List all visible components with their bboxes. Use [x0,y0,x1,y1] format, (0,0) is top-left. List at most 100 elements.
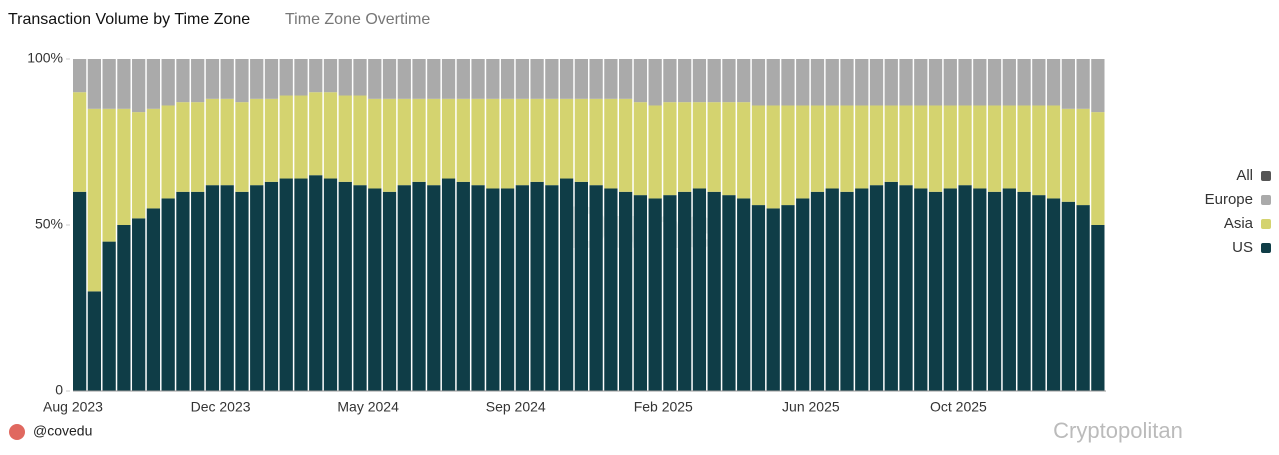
bar-segment [1061,201,1075,391]
bar-segment [545,59,559,99]
bar-segment [1002,188,1016,391]
bar-segment [633,195,648,391]
bar-segment [678,102,692,192]
bar-segment [619,59,633,99]
bar-segment [810,59,825,106]
bar-segment [471,185,485,391]
bar-segment [840,59,854,106]
bar-segment [766,105,780,209]
bar-segment [353,95,367,186]
legend-label: US [1232,239,1253,256]
bar-segment [205,185,220,391]
bar-segment [250,59,264,99]
y-tick-label: 100% [27,50,63,66]
bar-segment [456,181,470,391]
bar-segment [855,59,869,106]
bar-segment [796,105,810,199]
bar-segment [589,59,603,99]
bar-segment [722,102,736,196]
bar-segment [471,98,485,186]
x-tick-label: Aug 2023 [43,399,103,415]
bar-segment [589,98,603,186]
bar-segment [205,59,220,99]
bar-segment [309,92,323,176]
bar-segment [117,59,131,109]
bar-segment [397,98,411,186]
bar-segment [840,191,854,391]
bar-segment [176,59,190,103]
bar-segment [294,178,308,391]
bar-segment [1017,105,1031,192]
bar-segment [1091,112,1105,225]
bar-segment [589,185,603,391]
bar-segment [943,188,957,391]
bar-segment [825,105,839,189]
bar-segment [338,95,352,182]
bar-segment [810,191,825,391]
bar-segment [161,198,175,391]
x-tick-label: Sep 2024 [486,399,546,415]
bar-segment [323,178,338,391]
bar-segment [486,188,500,391]
bar-segment [1076,108,1090,206]
bar-segment [958,105,972,186]
bar-segment [117,108,131,225]
bar-segment [781,59,795,106]
bar-segment [781,205,795,391]
chart-title: Transaction Volume by Time Zone [8,11,250,28]
bar-segment [796,59,810,106]
bar-segment [146,59,161,109]
bar-segment [397,185,411,391]
bar-segment [176,191,190,391]
bar-segment [633,59,648,103]
bar-segment [884,181,898,391]
bar-segment [235,102,249,192]
bar-segment [987,59,1002,106]
bar-segment [766,59,780,106]
bar-segment [205,98,220,186]
bar-segment [619,191,633,391]
bar-segment [161,59,175,106]
legend-label: All [1236,167,1253,184]
site-watermark: Cryptopolitan [1053,418,1183,443]
bar-segment [382,191,397,391]
bar-segment [500,59,515,99]
bar-segment [722,59,736,103]
bar-segment [1061,59,1075,109]
bar-segment [737,198,751,391]
bar-segment [707,191,721,391]
bar-segment [973,59,987,106]
bar-segment [958,185,972,391]
bar-segment [914,59,928,106]
bar-segment [663,102,677,196]
bar-segment [191,191,205,391]
bar-segment [176,102,190,192]
bar-segment [87,291,102,391]
bar-segment [427,59,441,99]
bar-segment [353,59,367,96]
bar-segment [1032,195,1046,391]
bar-segment [515,59,529,99]
bar-segment [663,195,677,391]
bar-segment [1032,105,1046,196]
legend-swatch [1261,171,1271,181]
bar-segment [412,59,426,99]
bar-segment [323,59,338,93]
bar-segment [471,59,485,99]
bar-segment [825,59,839,106]
bar-segment [604,98,618,189]
bar-segment [309,175,323,391]
bar-segment [264,181,279,391]
bar-segment [146,108,161,209]
bar-segment [1017,191,1031,391]
bar-segment [441,178,456,391]
bar-segment [855,188,869,391]
bar-segment [796,198,810,391]
bar-segment [530,59,544,99]
bar-segment [1032,59,1046,106]
author[interactable]: @covedu [33,423,92,439]
bar-segment [146,208,161,391]
bar-segment [722,195,736,391]
bar-segment [914,105,928,189]
x-tick-label: Dec 2023 [191,399,251,415]
